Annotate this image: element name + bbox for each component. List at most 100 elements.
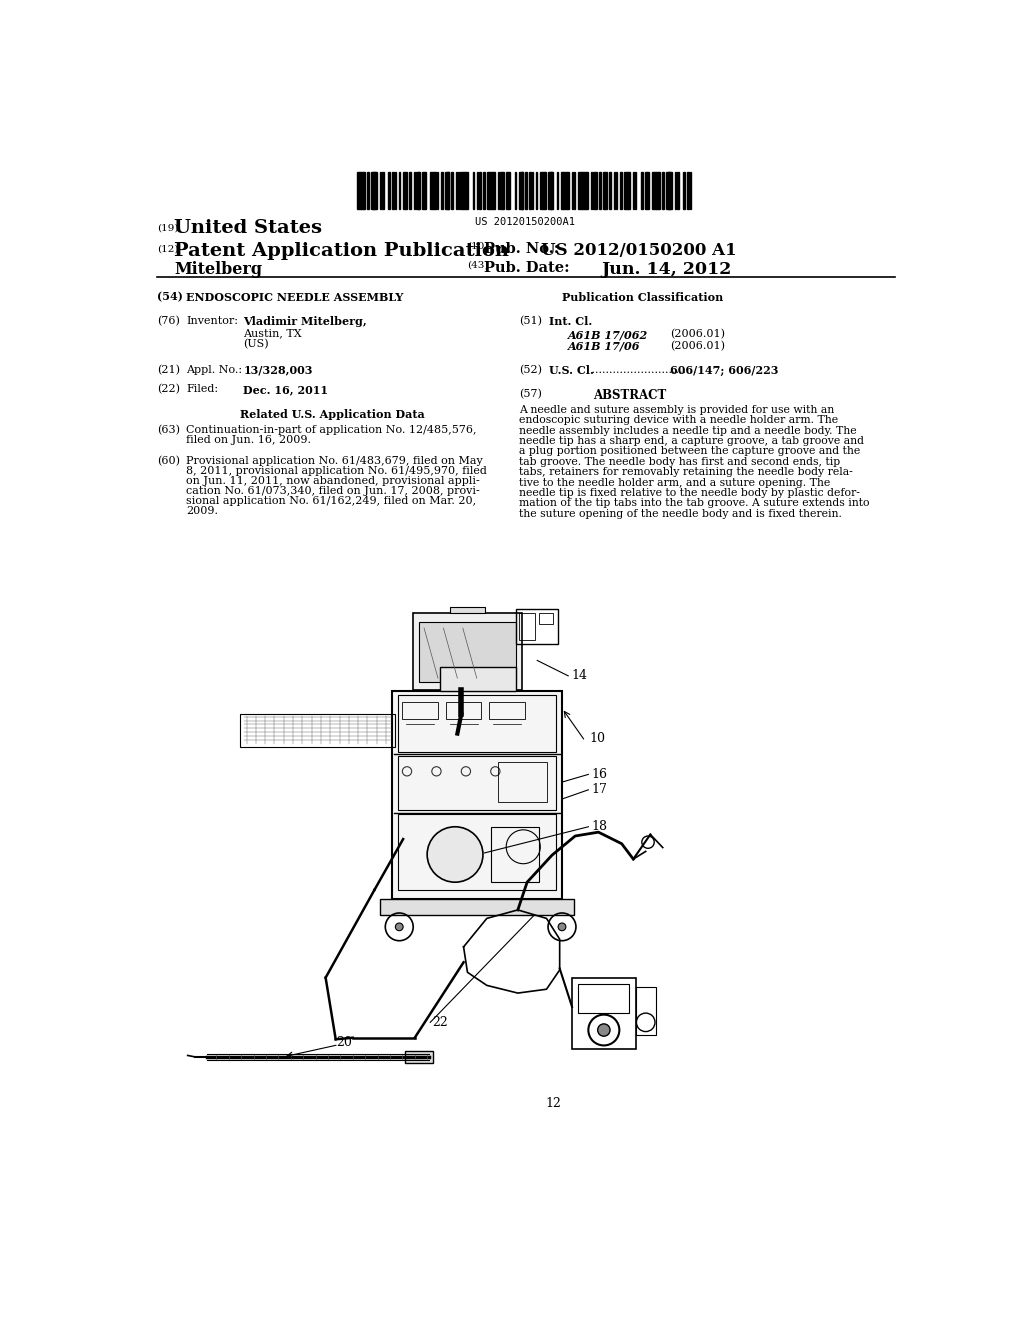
Text: (54): (54) xyxy=(157,292,182,302)
Text: (12): (12) xyxy=(157,244,178,253)
Text: U.S. Cl.: U.S. Cl. xyxy=(549,364,594,376)
Circle shape xyxy=(598,1024,610,1036)
Text: (2006.01): (2006.01) xyxy=(671,341,725,351)
Bar xyxy=(380,172,382,209)
Bar xyxy=(539,612,553,624)
Bar xyxy=(593,172,597,209)
Text: tab groove. The needle body has first and second ends, tip: tab groove. The needle body has first an… xyxy=(519,457,841,467)
Text: Publication Classification: Publication Classification xyxy=(562,292,723,302)
Bar xyxy=(394,172,396,209)
Text: (10): (10) xyxy=(467,242,488,251)
Circle shape xyxy=(395,923,403,931)
Text: a plug portion positioned between the capture groove and the: a plug portion positioned between the ca… xyxy=(519,446,860,457)
Bar xyxy=(651,172,655,209)
Text: Appl. No.:: Appl. No.: xyxy=(186,364,243,375)
Text: Continuation-in-part of application No. 12/485,576,: Continuation-in-part of application No. … xyxy=(186,425,476,434)
Bar xyxy=(557,172,558,209)
Text: (43): (43) xyxy=(467,261,488,269)
Bar xyxy=(540,172,542,209)
Bar xyxy=(472,172,474,209)
Bar xyxy=(466,172,468,209)
Bar xyxy=(489,172,494,209)
Bar xyxy=(464,172,466,209)
Bar xyxy=(483,172,484,209)
Bar xyxy=(360,172,362,209)
Text: Pub. No.:: Pub. No.: xyxy=(484,242,560,256)
Bar xyxy=(579,983,630,1014)
Bar xyxy=(521,172,522,209)
Bar xyxy=(498,172,500,209)
Text: sional application No. 61/162,249, filed on Mar. 20,: sional application No. 61/162,249, filed… xyxy=(186,496,476,506)
Bar xyxy=(477,172,478,209)
Bar xyxy=(536,172,538,209)
Text: (60): (60) xyxy=(157,455,179,466)
Bar xyxy=(635,172,637,209)
Bar xyxy=(519,172,523,209)
Bar xyxy=(494,172,496,209)
Text: Int. Cl.: Int. Cl. xyxy=(549,317,592,327)
Bar xyxy=(418,172,420,209)
Bar xyxy=(402,702,438,719)
Text: ..............................: .............................. xyxy=(588,364,699,375)
Text: 606/147; 606/223: 606/147; 606/223 xyxy=(671,364,779,376)
Text: tabs, retainers for removably retaining the needle body rela-: tabs, retainers for removably retaining … xyxy=(519,467,853,477)
Bar xyxy=(397,814,556,890)
Text: Provisional application No. 61/483,679, filed on May: Provisional application No. 61/483,679, … xyxy=(186,455,483,466)
Bar xyxy=(561,172,563,209)
Bar xyxy=(500,172,502,209)
Text: United States: United States xyxy=(174,219,323,238)
Bar xyxy=(441,172,442,209)
Bar xyxy=(430,172,434,209)
Bar xyxy=(687,172,689,209)
Bar xyxy=(398,172,400,209)
Bar xyxy=(416,172,420,209)
Bar xyxy=(392,172,394,209)
Bar xyxy=(571,172,573,209)
Text: Patent Application Publication: Patent Application Publication xyxy=(174,242,510,260)
Bar xyxy=(675,172,677,209)
Bar xyxy=(506,172,508,209)
Text: (52): (52) xyxy=(519,364,543,375)
Text: (2006.01): (2006.01) xyxy=(671,330,725,339)
Bar xyxy=(456,172,458,209)
Text: A needle and suture assembly is provided for use with an: A needle and suture assembly is provided… xyxy=(519,405,835,414)
Text: cation No. 61/073,340, filed on Jun. 17, 2008, provi-: cation No. 61/073,340, filed on Jun. 17,… xyxy=(186,486,480,495)
Text: ENDOSCOPIC NEEDLE ASSEMBLY: ENDOSCOPIC NEEDLE ASSEMBLY xyxy=(186,292,403,302)
Bar xyxy=(573,172,575,209)
Bar xyxy=(677,172,679,209)
Bar xyxy=(391,692,562,899)
Text: (US): (US) xyxy=(244,339,269,350)
Bar xyxy=(529,172,531,209)
Bar xyxy=(549,172,553,209)
Bar xyxy=(490,826,539,882)
Bar xyxy=(609,172,611,209)
Text: needle tip has a sharp end, a capture groove, a tab groove and: needle tip has a sharp end, a capture gr… xyxy=(519,436,864,446)
Text: on Jun. 11, 2011, now abandoned, provisional appli-: on Jun. 11, 2011, now abandoned, provisi… xyxy=(186,475,480,486)
Bar xyxy=(582,172,584,209)
Bar xyxy=(658,172,659,209)
Text: A61B 17/06: A61B 17/06 xyxy=(567,341,640,352)
Bar xyxy=(410,172,411,209)
Text: (51): (51) xyxy=(519,317,543,326)
Text: (19): (19) xyxy=(157,223,178,232)
Text: (63): (63) xyxy=(157,425,179,436)
Bar xyxy=(603,172,605,209)
Bar xyxy=(406,172,407,209)
Text: tive to the needle holder arm, and a suture opening. The: tive to the needle holder arm, and a sut… xyxy=(519,478,830,487)
Bar xyxy=(397,696,556,752)
Text: Dec. 16, 2011: Dec. 16, 2011 xyxy=(244,384,329,395)
Bar xyxy=(380,899,573,915)
Text: 20: 20 xyxy=(336,1036,351,1049)
Bar xyxy=(647,172,649,209)
Text: endoscopic suturing device with a needle holder arm. The: endoscopic suturing device with a needle… xyxy=(519,416,839,425)
Text: (57): (57) xyxy=(519,389,543,400)
Text: needle assembly includes a needle tip and a needle body. The: needle assembly includes a needle tip an… xyxy=(519,425,857,436)
Bar xyxy=(241,714,395,747)
Bar xyxy=(613,172,615,209)
Circle shape xyxy=(427,826,483,882)
Bar xyxy=(599,172,601,209)
Text: Jun. 14, 2012: Jun. 14, 2012 xyxy=(601,261,731,277)
Bar xyxy=(655,172,657,209)
Bar xyxy=(641,172,643,209)
Bar xyxy=(502,172,504,209)
